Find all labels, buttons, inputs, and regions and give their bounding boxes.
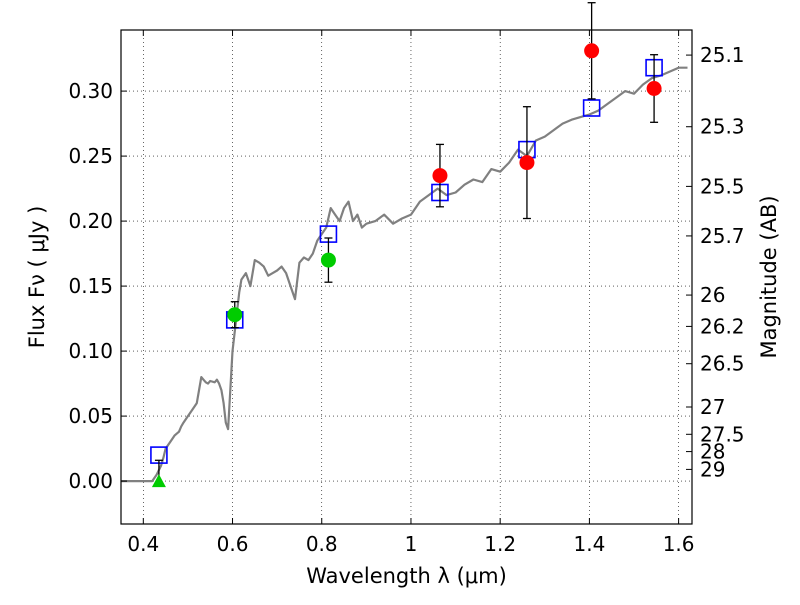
right-tick-label: 25.3	[700, 115, 745, 139]
right-tick-label: 26.2	[700, 314, 745, 338]
x-tick-label: 1.2	[484, 532, 516, 556]
plot-area	[121, 66, 688, 483]
y-tick-label: 0.15	[68, 274, 113, 298]
observed-flux-point	[320, 252, 336, 268]
observed-flux-point	[584, 43, 600, 59]
observed-flux-point	[432, 168, 448, 184]
ticks: 0.4 0.6 0.8 1 1.2 1.4 1.6 0.00 0.05 0.10 0.15 0.20 0…	[68, 30, 745, 556]
right-tick-label: 27.5	[700, 422, 745, 446]
y-tick-label: 0.10	[68, 339, 113, 363]
right-tick-label: 28	[700, 440, 725, 464]
y-tick-label: 0.05	[68, 404, 113, 428]
observed-flux-point	[646, 81, 662, 96]
x-tick-label: 0.4	[127, 532, 159, 556]
x-tick-label: 0.8	[306, 532, 338, 556]
right-tick-label: 26.5	[700, 352, 745, 376]
right-tick-label: 25.1	[700, 43, 745, 67]
x-tick-label: 1	[405, 532, 418, 556]
markers	[150, 2, 663, 488]
y-tick-label: 0.25	[68, 144, 113, 168]
x-tick-label: 1.4	[573, 532, 605, 556]
y-tick-label: 0.20	[68, 209, 113, 233]
y-axis-title: Flux Fν ( μJy )	[25, 206, 49, 349]
right-tick-label: 26	[700, 283, 725, 307]
x-axis-title: Wavelength λ (μm)	[306, 564, 507, 588]
x-tick-label: 1.6	[663, 532, 695, 556]
model-flux-square	[582, 99, 601, 117]
x-tick-label: 0.6	[217, 532, 249, 556]
observed-flux-point	[519, 155, 535, 171]
right-tick-label: 27	[700, 395, 725, 419]
right-tick-label: 25.7	[700, 224, 745, 248]
right-tick-label: 29	[700, 457, 725, 481]
right-axis-title: Magnitude (AB)	[757, 195, 781, 358]
right-tick-label: 25.5	[700, 174, 745, 198]
sed-template-line	[121, 66, 688, 483]
plot-frame	[120, 29, 693, 525]
y-tick-label: 0.00	[68, 469, 113, 493]
observed-flux-point	[227, 307, 243, 323]
y-tick-label: 0.30	[68, 79, 113, 103]
upper-limit-triangle	[151, 474, 166, 488]
